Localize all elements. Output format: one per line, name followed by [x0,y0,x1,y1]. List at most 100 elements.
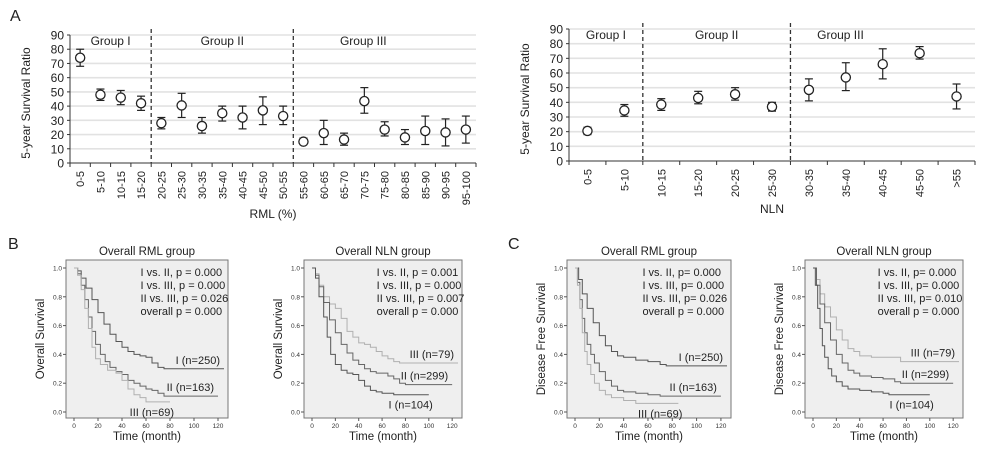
survival-curve [813,267,930,396]
series-label: I (n=250) [679,352,723,364]
x-tick-label: 70-75 [359,171,371,199]
x-tick-label: 0 [72,423,76,430]
data-point [237,112,248,123]
data-point [840,72,852,83]
survival-curve [575,267,721,397]
x-tick-label: 60 [644,423,652,430]
data-point [440,127,451,138]
x-tick-label: 80 [903,423,911,430]
x-tick-label: 50-55 [278,171,290,199]
y-axis-label: Disease Free Survival [536,283,548,395]
y-tick-label: 1.0 [53,266,62,273]
y-tick-label: 0.8 [792,294,801,301]
y-tick-label: 1.0 [792,266,801,273]
x-tick-label: 30-35 [197,171,209,199]
y-tick-label: 0.0 [792,410,801,417]
survival-curve [74,267,224,370]
y-tick-label: 20 [51,128,65,142]
data-point [766,101,778,112]
x-tick-label: 20 [332,423,340,430]
data-point [196,120,208,132]
x-tick-label: 120 [213,423,224,430]
group-label: Group II [201,34,244,48]
series-label: III (n=69) [638,408,682,420]
x-tick-label: 100 [189,423,200,430]
series-label: III (n=79) [410,349,454,361]
x-tick-label: 120 [715,423,726,430]
x-tick-label: 40 [355,423,363,430]
x-tick-label: 30-35 [804,169,816,197]
y-tick-label: 10 [51,142,65,156]
x-tick-label: 20 [596,423,604,430]
x-tick-label: 20 [94,423,102,430]
x-axis-label: Time (month) [349,431,417,443]
y-tick-label: 0.4 [554,352,563,359]
x-tick-label: 5-10 [95,171,107,193]
data-point [359,95,370,107]
y-tick-label: 0.0 [554,410,563,417]
p-value-annotation: overall p = 0.000 [141,306,223,318]
y-tick-label: 0 [556,155,563,169]
data-point [115,92,127,103]
y-tick-label: 0.0 [291,410,300,417]
x-tick-label: 0 [310,423,314,430]
x-tick-label: 10-15 [116,171,128,199]
x-tick-label: 75-80 [380,171,392,199]
data-point [379,124,390,135]
p-value-annotation: overall p = 0.000 [377,306,459,318]
y-tick-label: 0.6 [291,323,300,330]
data-point [803,84,815,96]
x-tick-label: 40 [620,423,628,430]
data-point [399,132,411,143]
panel-label-c: C [508,236,520,253]
x-tick-label: 65-70 [339,171,351,199]
y-tick-label: 80 [51,43,65,57]
x-tick-label: 40-45 [238,171,250,199]
x-axis-label: Time (month) [615,431,683,443]
x-tick-label: 45-50 [258,171,270,199]
data-point [95,89,106,100]
survival-curve [312,267,429,396]
y-tick-label: 30 [550,111,564,125]
y-tick-label: 0.4 [792,352,801,359]
x-tick-label: 60-65 [319,171,331,199]
y-tick-label: 0.4 [291,352,300,359]
p-value-annotation: I vs. III, p= 0.000 [642,280,724,292]
x-tick-label: 60 [879,423,887,430]
data-point [216,107,228,119]
y-tick-label: 90 [550,23,564,37]
p-value-annotation: I vs. II, p = 0.001 [377,267,459,279]
p-value-annotation: II vs. III, p = 0.026 [141,293,229,305]
y-axis-label: Overall Survival [273,299,285,380]
p-value-annotation: I vs. II, p = 0.000 [141,267,223,279]
chart-c-rml: Overall RML group 0.0 0.2 0.4 0.6 0.8 1.0 0 20 40… [536,246,732,443]
survival-curve [74,267,218,397]
group-label: Group II [695,28,738,42]
survival-curve [575,267,679,404]
data-point [729,89,741,100]
plot-area [566,259,732,419]
p-value-annotation: II vs. III, p= 0.026 [642,293,727,305]
x-tick-label: 35-40 [841,169,853,197]
x-tick-label: 5-10 [619,169,631,191]
y-tick-label: 70 [550,52,564,66]
p-value-annotation: I vs. II, p= 0.000 [642,267,721,279]
x-axis-label: Time (month) [850,431,918,443]
survival-curve [813,267,959,363]
series-label: II (n=299) [902,369,949,381]
chart-title: Overall NLN group [836,246,931,258]
chart-title: Overall RML group [601,246,697,258]
y-tick-label: 60 [51,71,65,85]
x-tick-label: 40 [856,423,864,430]
data-point [318,127,329,139]
p-value-annotation: II vs. III, p= 0.010 [878,293,963,305]
chart-c-nln: Overall NLN group 0.0 0.2 0.4 0.6 0.8 1.0 0 20 40… [774,246,964,443]
x-tick-label: 35-40 [217,171,229,199]
survival-curve [74,267,170,403]
x-tick-label: 80 [402,423,410,430]
data-point [298,136,309,147]
x-tick-label: 20-25 [730,169,742,197]
x-tick-label: 10-15 [656,169,668,197]
